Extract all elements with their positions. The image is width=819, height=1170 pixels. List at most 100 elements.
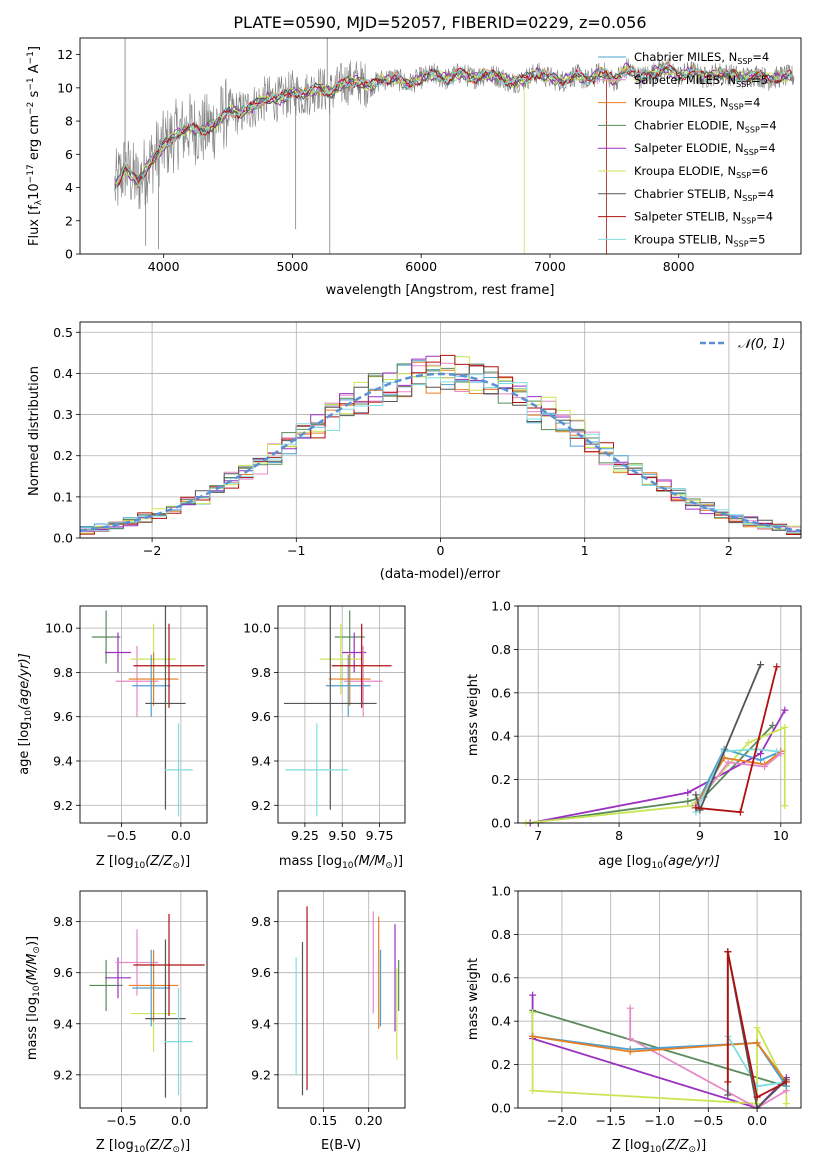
x-tick-label: 0.0 <box>747 1113 767 1128</box>
y-tick-label: 0.0 <box>53 531 73 546</box>
y-tick-label: 6 <box>65 147 73 162</box>
legend-value: =4 <box>744 96 761 110</box>
y-tick-label: 9.6 <box>251 709 271 724</box>
legend-entry: Salpeter MILES, NSSP=5 <box>634 73 768 89</box>
legend-subscript: SSP <box>736 171 751 180</box>
legend-entry: Salpeter STELIB, NSSP=4 <box>634 210 773 226</box>
ageM-xlabel: mass [log10(M/M⊙)] <box>279 854 403 871</box>
model-spectrum-chabrier-stelib <box>114 67 792 187</box>
mass-vs-metallicity-panel: −0.5 0.0 9.2 9.4 9.6 9.8 <box>53 890 208 1128</box>
y-tick-label: 0.2 <box>491 1057 511 1072</box>
y-tick-label: 9.4 <box>53 1016 73 1031</box>
weight-marker <box>753 1024 761 1032</box>
legend-label: Chabrier MILES, N <box>634 50 737 64</box>
x-tick-label: 0.20 <box>355 1113 383 1128</box>
legend-value: =5 <box>749 232 766 246</box>
weight-marker <box>692 804 700 812</box>
weight-marker <box>773 747 781 755</box>
legend-subscript: SSP <box>741 217 756 226</box>
legend-value: =4 <box>756 210 773 224</box>
weight-marker <box>757 750 765 758</box>
x-tick-label: 6000 <box>405 259 437 274</box>
histogram-kroupa-elodie <box>80 356 801 534</box>
weight-marker <box>626 1035 634 1043</box>
weight-line-kroupa-miles <box>532 1035 788 1083</box>
y-tick-label: 9.6 <box>53 709 73 724</box>
x-tick-label: 9.75 <box>366 828 394 843</box>
legend-label: Kroupa STELIB, N <box>634 232 734 246</box>
weight-marker <box>782 1078 790 1086</box>
y-tick-label: 0.0 <box>491 816 511 831</box>
weight-line-salpeter-miles <box>629 1008 787 1108</box>
y-tick-label: 0.4 <box>53 366 73 381</box>
axes-frame <box>79 37 802 255</box>
y-tick-label: 0 <box>65 247 73 262</box>
legend-label: Chabrier ELODIE, N <box>634 118 745 132</box>
page-title: PLATE=0590, MJD=52057, FIBERID=0229, z=0… <box>233 13 646 32</box>
weight-line-salpeter-miles <box>695 752 782 807</box>
legend-entry: Chabrier MILES, NSSP=4 <box>634 50 769 66</box>
y-tick-label: 4 <box>65 180 73 195</box>
x-tick-label: 2 <box>725 543 733 558</box>
weight-marker <box>626 1048 634 1056</box>
x-tick-label: 5000 <box>277 259 309 274</box>
y-tick-label: 10.0 <box>45 621 73 636</box>
spectrum-panel: 4000 5000 6000 7000 8000 0 2 4 6 8 10 12 <box>57 37 802 274</box>
y-tick-label: 9.2 <box>53 798 73 813</box>
legend-entry: Kroupa STELIB, NSSP=5 <box>634 232 765 248</box>
weight-marker <box>626 1004 634 1012</box>
weight-marker <box>684 797 692 805</box>
y-tick-label: 0.1 <box>53 489 73 504</box>
normal-curve-legend-label: 𝒩(0, 1) <box>738 337 785 352</box>
weight-marker <box>736 808 744 816</box>
y-tick-label: 0.4 <box>491 729 511 744</box>
spectrum-ylabel: Flux [fλ10−17 erg cm−2 s−1 A−1] <box>26 46 44 246</box>
x-tick-label: −1.5 <box>596 1113 626 1128</box>
legend-value: =6 <box>751 164 768 178</box>
x-tick-label: 7 <box>534 828 542 843</box>
residual-ylabel: Normed distribution <box>27 366 42 496</box>
legend-subscript: SSP <box>744 148 759 157</box>
massZ-ylabel: mass [log10(M/M⊙)] <box>25 936 42 1060</box>
legend-label: Salpeter MILES, N <box>634 73 736 87</box>
y-tick-label: 12 <box>57 47 73 62</box>
weight-marker <box>773 663 781 671</box>
model-spectrum-chabrier-miles <box>114 64 792 191</box>
y-tick-label: 0.6 <box>491 970 511 985</box>
y-tick-label: 0.3 <box>53 407 73 422</box>
weight-marker <box>724 948 732 956</box>
weight-marker <box>744 739 752 747</box>
legend-value: =4 <box>759 141 776 155</box>
y-tick-label: 0.8 <box>491 642 511 657</box>
weight-line-salpeter-stelib <box>726 951 787 1099</box>
weight-marker <box>757 756 765 764</box>
model-spectrum-kroupa-stelib <box>114 62 792 193</box>
weight-marker <box>529 1032 537 1040</box>
mass-vs-extinction-panel: 0.15 0.20 9.2 9.4 9.6 9.8 <box>251 890 406 1128</box>
x-tick-label: 8 <box>615 828 623 843</box>
x-tick-label: −1.0 <box>644 1113 674 1128</box>
y-tick-label: 9.4 <box>251 754 271 769</box>
residual-legend: 𝒩(0, 1) <box>700 337 785 352</box>
y-tick-label: 0.5 <box>53 325 73 340</box>
mwAge-xlabel: age [log10(age/yr)] <box>598 854 720 871</box>
x-tick-label: 9 <box>696 828 704 843</box>
legend-entry: Salpeter ELODIE, NSSP=4 <box>634 141 776 157</box>
y-tick-label: 9.6 <box>53 965 73 980</box>
massZ-xlabel: Z [log10(Z/Z⊙)] <box>96 1138 190 1155</box>
weight-marker <box>724 1091 732 1099</box>
y-tick-label: 8 <box>65 114 73 129</box>
mwAge-ylabel: mass weight <box>466 674 481 756</box>
x-tick-label: −2 <box>143 543 161 558</box>
y-tick-label: 9.8 <box>53 914 73 929</box>
x-tick-label: −0.5 <box>106 1113 136 1128</box>
y-tick-label: 9.8 <box>53 665 73 680</box>
mass-weight-vs-age-panel: 7 8 9 10 0.0 0.2 0.4 0.6 0.8 1.0 <box>491 599 802 843</box>
y-tick-label: 10.0 <box>243 621 271 636</box>
x-tick-label: 9.25 <box>291 828 319 843</box>
axes-frame <box>277 605 406 824</box>
ageZ-xlabel: Z [log10(Z/Z⊙)] <box>96 854 190 871</box>
y-tick-label: 9.8 <box>251 914 271 929</box>
